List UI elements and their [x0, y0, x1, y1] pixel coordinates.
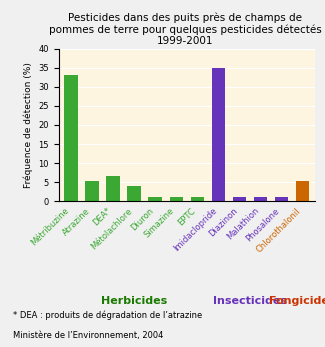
Bar — [233, 197, 246, 201]
Text: Pesticides dans des puits près de champs de
pommes de terre pour quelques pestic: Pesticides dans des puits près de champs… — [49, 12, 322, 46]
Bar — [127, 186, 141, 201]
Bar — [275, 197, 288, 201]
Bar — [85, 181, 99, 201]
Text: Fongicides: Fongicides — [269, 296, 325, 306]
Bar — [170, 197, 183, 201]
Bar — [64, 75, 78, 201]
Bar — [106, 176, 120, 201]
Text: * DEA : produits de dégradation de l’atrazine: * DEA : produits de dégradation de l’atr… — [13, 311, 202, 320]
Bar — [149, 197, 162, 201]
Bar — [212, 68, 225, 201]
Text: Ministère de l’Environnement, 2004: Ministère de l’Environnement, 2004 — [13, 331, 163, 340]
Y-axis label: Fréquence de détection (%): Fréquence de détection (%) — [23, 62, 32, 188]
Bar — [296, 181, 309, 201]
Text: Insecticides: Insecticides — [213, 296, 287, 306]
Bar — [190, 197, 204, 201]
Text: Herbicides: Herbicides — [101, 296, 167, 306]
Bar — [254, 197, 267, 201]
